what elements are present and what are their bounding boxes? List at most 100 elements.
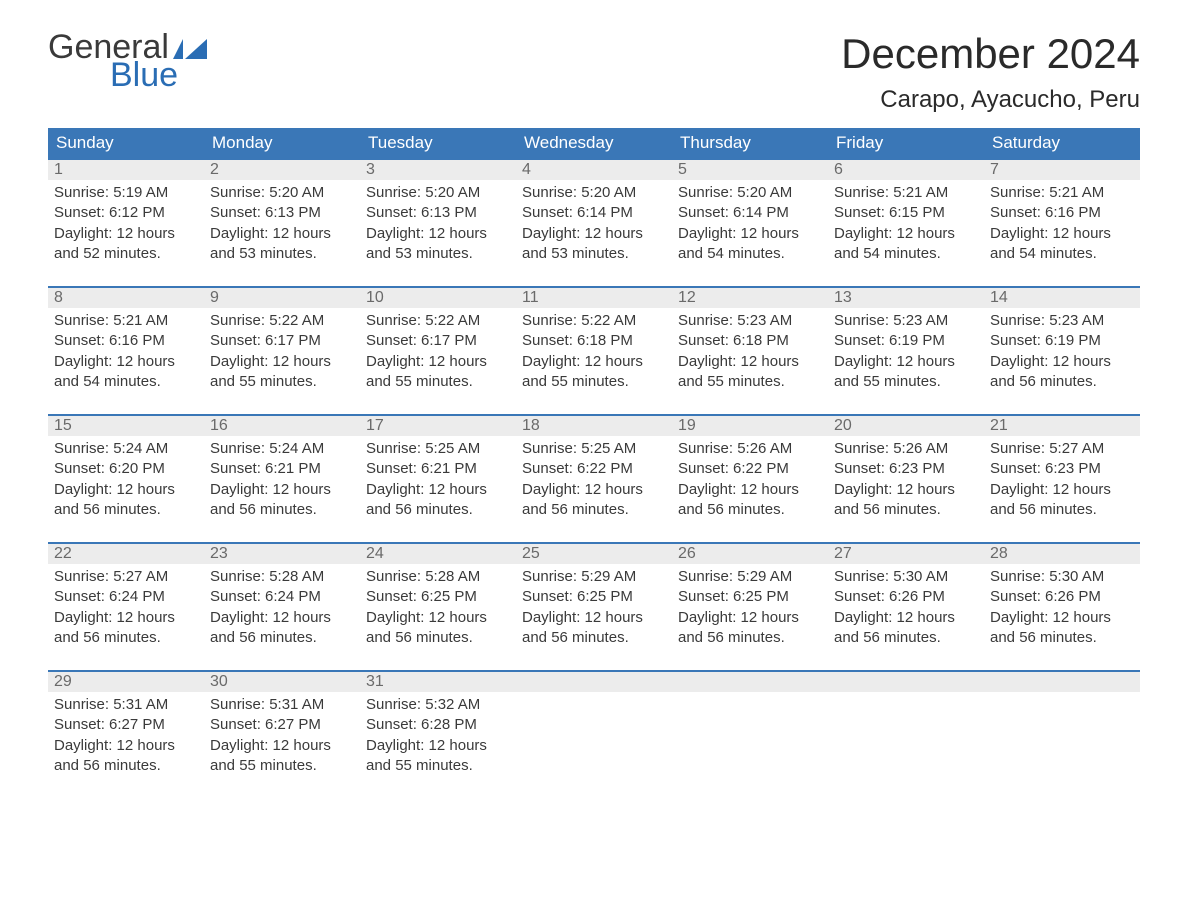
day-header-mon: Monday <box>204 128 360 158</box>
cell-line: Daylight: 12 hours <box>834 224 978 244</box>
cell-line: Sunset: 6:23 PM <box>834 459 978 479</box>
cell-line: Daylight: 12 hours <box>990 352 1134 372</box>
cell-line: and 54 minutes. <box>678 244 822 264</box>
date-number: 20 <box>828 416 984 436</box>
date-number: 14 <box>984 288 1140 308</box>
cell-line: Sunset: 6:18 PM <box>678 331 822 351</box>
date-number: 31 <box>360 672 516 692</box>
cell-line: Sunrise: 5:28 AM <box>366 567 510 587</box>
cell-line: Sunrise: 5:22 AM <box>366 311 510 331</box>
calendar-cell: 25Sunrise: 5:29 AMSunset: 6:25 PMDayligh… <box>516 544 672 658</box>
date-number-empty <box>672 672 828 692</box>
cell-line: Daylight: 12 hours <box>54 736 198 756</box>
day-header-tue: Tuesday <box>360 128 516 158</box>
day-header-row: Sunday Monday Tuesday Wednesday Thursday… <box>48 128 1140 158</box>
cell-body: Sunrise: 5:25 AMSunset: 6:21 PMDaylight:… <box>360 436 516 520</box>
cell-line: Sunset: 6:13 PM <box>210 203 354 223</box>
day-header-sat: Saturday <box>984 128 1140 158</box>
location-subtitle: Carapo, Ayacucho, Peru <box>841 86 1140 114</box>
cell-line: Sunrise: 5:20 AM <box>210 183 354 203</box>
calendar-cell: 14Sunrise: 5:23 AMSunset: 6:19 PMDayligh… <box>984 288 1140 402</box>
cell-line: Sunrise: 5:20 AM <box>366 183 510 203</box>
calendar-cell: 5Sunrise: 5:20 AMSunset: 6:14 PMDaylight… <box>672 160 828 274</box>
calendar-cell: 30Sunrise: 5:31 AMSunset: 6:27 PMDayligh… <box>204 672 360 786</box>
calendar-cell <box>516 672 672 786</box>
cell-line: Sunset: 6:19 PM <box>990 331 1134 351</box>
date-number: 10 <box>360 288 516 308</box>
cell-body: Sunrise: 5:31 AMSunset: 6:27 PMDaylight:… <box>48 692 204 776</box>
cell-line: Daylight: 12 hours <box>522 224 666 244</box>
cell-line: Daylight: 12 hours <box>366 352 510 372</box>
cell-line: Daylight: 12 hours <box>678 224 822 244</box>
date-number-empty <box>828 672 984 692</box>
cell-line: and 56 minutes. <box>678 628 822 648</box>
calendar-cell: 20Sunrise: 5:26 AMSunset: 6:23 PMDayligh… <box>828 416 984 530</box>
cell-line: and 56 minutes. <box>210 500 354 520</box>
cell-body: Sunrise: 5:30 AMSunset: 6:26 PMDaylight:… <box>828 564 984 648</box>
day-header-wed: Wednesday <box>516 128 672 158</box>
cell-line: and 56 minutes. <box>210 628 354 648</box>
cell-line: Sunrise: 5:21 AM <box>54 311 198 331</box>
cell-line: and 56 minutes. <box>522 628 666 648</box>
week-row: 15Sunrise: 5:24 AMSunset: 6:20 PMDayligh… <box>48 414 1140 530</box>
calendar-cell: 11Sunrise: 5:22 AMSunset: 6:18 PMDayligh… <box>516 288 672 402</box>
cell-line: Sunrise: 5:30 AM <box>834 567 978 587</box>
cell-line: Sunset: 6:17 PM <box>366 331 510 351</box>
date-number: 15 <box>48 416 204 436</box>
cell-line: Sunrise: 5:23 AM <box>678 311 822 331</box>
date-number: 24 <box>360 544 516 564</box>
cell-line: and 54 minutes. <box>834 244 978 264</box>
calendar-cell: 8Sunrise: 5:21 AMSunset: 6:16 PMDaylight… <box>48 288 204 402</box>
cell-body: Sunrise: 5:28 AMSunset: 6:25 PMDaylight:… <box>360 564 516 648</box>
header: General Blue December 2024 Carapo, Ayacu… <box>48 30 1140 114</box>
cell-body: Sunrise: 5:25 AMSunset: 6:22 PMDaylight:… <box>516 436 672 520</box>
cell-body: Sunrise: 5:28 AMSunset: 6:24 PMDaylight:… <box>204 564 360 648</box>
calendar-cell: 10 Sunrise: 5:22 AMSunset: 6:17 PMDayligh… <box>360 288 516 402</box>
calendar-cell: 31Sunrise: 5:32 AMSunset: 6:28 PMDayligh… <box>360 672 516 786</box>
cell-line: Sunrise: 5:27 AM <box>990 439 1134 459</box>
cell-line: Daylight: 12 hours <box>54 480 198 500</box>
cell-body: Sunrise: 5:20 AMSunset: 6:14 PMDaylight:… <box>516 180 672 264</box>
date-number: 11 <box>516 288 672 308</box>
cell-line: Daylight: 12 hours <box>210 608 354 628</box>
cell-line: Sunset: 6:16 PM <box>54 331 198 351</box>
cell-line: and 52 minutes. <box>54 244 198 264</box>
calendar-cell: 15Sunrise: 5:24 AMSunset: 6:20 PMDayligh… <box>48 416 204 530</box>
cell-line: Sunset: 6:22 PM <box>678 459 822 479</box>
cell-line: Sunset: 6:25 PM <box>366 587 510 607</box>
cell-body: Sunrise: 5:23 AMSunset: 6:19 PMDaylight:… <box>984 308 1140 392</box>
cell-line: Sunrise: 5:32 AM <box>366 695 510 715</box>
calendar-cell: 18Sunrise: 5:25 AMSunset: 6:22 PMDayligh… <box>516 416 672 530</box>
cell-line: and 53 minutes. <box>366 244 510 264</box>
calendar-cell: 12Sunrise: 5:23 AMSunset: 6:18 PMDayligh… <box>672 288 828 402</box>
cell-line: Daylight: 12 hours <box>54 352 198 372</box>
cell-line: and 56 minutes. <box>834 500 978 520</box>
cell-body: Sunrise: 5:23 AMSunset: 6:19 PMDaylight:… <box>828 308 984 392</box>
date-number: 27 <box>828 544 984 564</box>
cell-line: and 56 minutes. <box>990 372 1134 392</box>
cell-line: Daylight: 12 hours <box>522 608 666 628</box>
cell-line: Daylight: 12 hours <box>834 480 978 500</box>
logo-flag-icon <box>173 39 207 59</box>
cell-line: Sunrise: 5:31 AM <box>54 695 198 715</box>
calendar-cell <box>984 672 1140 786</box>
date-number: 21 <box>984 416 1140 436</box>
cell-line: Daylight: 12 hours <box>990 224 1134 244</box>
cell-line: Sunset: 6:14 PM <box>678 203 822 223</box>
cell-line: Sunset: 6:18 PM <box>522 331 666 351</box>
calendar-cell: 24Sunrise: 5:28 AMSunset: 6:25 PMDayligh… <box>360 544 516 658</box>
cell-line: Daylight: 12 hours <box>834 608 978 628</box>
calendar-cell <box>828 672 984 786</box>
title-block: December 2024 Carapo, Ayacucho, Peru <box>841 30 1140 114</box>
cell-line: Sunset: 6:25 PM <box>678 587 822 607</box>
cell-line: Daylight: 12 hours <box>54 224 198 244</box>
cell-line: Daylight: 12 hours <box>210 480 354 500</box>
cell-line: Sunrise: 5:23 AM <box>990 311 1134 331</box>
cell-line: Sunrise: 5:31 AM <box>210 695 354 715</box>
date-number: 25 <box>516 544 672 564</box>
cell-line: Sunset: 6:20 PM <box>54 459 198 479</box>
calendar-cell: 3Sunrise: 5:20 AMSunset: 6:13 PMDaylight… <box>360 160 516 274</box>
date-number: 22 <box>48 544 204 564</box>
week-row: 22Sunrise: 5:27 AMSunset: 6:24 PMDayligh… <box>48 542 1140 658</box>
cell-line: and 54 minutes. <box>54 372 198 392</box>
